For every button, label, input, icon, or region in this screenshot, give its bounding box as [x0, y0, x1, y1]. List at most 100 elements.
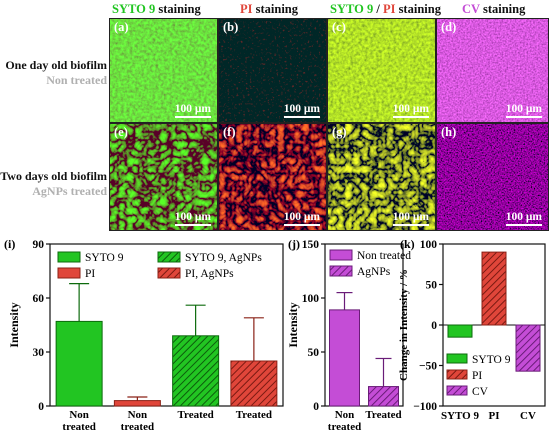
scale-bar-b: 100 μm [283, 103, 320, 118]
chart-i-bar-2 [172, 335, 220, 407]
panel-label-b: (b) [223, 20, 239, 34]
chart-i-xlabel-1-1: treated [121, 421, 154, 432]
chart-k-ytick-label-1: −50 [419, 361, 437, 373]
chart-k-xlabel-2: CV [520, 410, 536, 422]
chart-k-ytick-label-0: −100 [413, 401, 437, 413]
chart-i-xlabel-2-0: Treated [178, 409, 214, 421]
micrograph-a: (a) 100 μm [109, 18, 218, 123]
header-merge-sep: / [373, 2, 383, 16]
scale-bar-d: 100 μm [505, 103, 542, 118]
micrograph-d-image [437, 19, 548, 122]
chart-i-ytick-label-1: 30 [33, 347, 45, 359]
chart-k-bar-1 [481, 251, 507, 326]
header-cv-suffix: staining [479, 2, 526, 16]
scale-bar-c-label: 100 μm [392, 103, 429, 115]
chart-j-ylabel: Intensity [286, 302, 300, 347]
chart-i-ytick-label-3: 90 [33, 239, 45, 251]
scale-bar-f: 100 μm [283, 211, 320, 226]
chart-i-ytick-label-2: 60 [33, 293, 45, 305]
row1-subtitle: Non treated [46, 73, 107, 87]
chart-k-xlabel-0: SYTO 9 [441, 410, 480, 422]
row1-title: One day old biofilm [5, 58, 107, 72]
chart-k-legend-swatch-1 [446, 369, 468, 380]
chart-j-legend-swatch-1 [329, 265, 353, 277]
chart-i-legend-label-0: SYTO 9 [85, 252, 124, 264]
panel-label-c: (c) [332, 20, 346, 34]
header-syto9: SYTO 9 staining [112, 2, 201, 17]
panel-label-g: (g) [332, 125, 347, 139]
chart-i-xlabel-1-0: Non [128, 409, 148, 421]
chart-k-ytick-label-4: 100 [420, 239, 438, 251]
micrograph-e-image [110, 124, 217, 230]
chart-j-ytick-label-1: 50 [308, 347, 320, 359]
chart-k-legend-swatch-0 [446, 353, 468, 364]
chart-j-ytick-label-3: 150 [302, 239, 320, 251]
chart-i-panel-label: (i) [4, 237, 15, 251]
chart-i-xlabel-0-1: treated [62, 421, 95, 432]
chart-j-xlabel-1-0: Treated [365, 409, 401, 421]
chart-k: −100 −50 0 50 100 (k) Change in Intensity / % S… [398, 237, 546, 422]
chart-j-frame [324, 243, 404, 407]
scale-bar-c: 100 μm [392, 103, 429, 118]
chart-i-legend-swatch-3 [157, 267, 181, 279]
chart-k-legend-label-1: PI [472, 370, 482, 382]
row2-subtitle: AgNPs treated [32, 184, 107, 198]
chart-j-legend-label-1: AgNPs [357, 266, 391, 278]
chart-j-xlabel-0-1: treated [328, 421, 361, 432]
chart-j-bar-0 [329, 309, 360, 407]
micrograph-b-image [219, 19, 326, 122]
header-syto9-pi: SYTO 9 / PI staining [330, 2, 441, 17]
panel-label-e: (e) [114, 125, 128, 139]
chart-i-xlabel-3-0: Treated [236, 409, 272, 421]
chart-i-ytick-label-0: 0 [38, 401, 44, 413]
chart-i-bar-1 [113, 400, 161, 407]
chart-i-legend-swatch-2 [157, 251, 181, 263]
panel-label-d: (d) [441, 20, 457, 34]
header-pi: PI staining [240, 2, 298, 17]
chart-i-legend-swatch-1 [57, 267, 81, 279]
charts-area: 0306090(i)IntensityNontreatedNontreatedT… [4, 237, 546, 432]
header-syto9-dye: SYTO 9 [112, 2, 156, 16]
micrograph-h-image [437, 124, 548, 230]
scale-bar-e-label: 100 μm [174, 211, 211, 223]
header-syto9-suffix: staining [155, 2, 201, 16]
chart-i-legend-swatch-0 [57, 251, 81, 263]
header-pi-dye: PI [240, 2, 253, 16]
micrograph-c: (c) 100 μm [327, 18, 436, 123]
chart-i-legend-label-1: PI [85, 268, 95, 280]
scale-bar-h-label: 100 μm [505, 211, 542, 223]
micrograph-h: (h) 100 μm [436, 123, 549, 231]
micrograph-g: (g) 100 μm [327, 123, 436, 231]
micrograph-c-image [328, 19, 435, 122]
chart-i-xlabel-0-0: Non [69, 409, 89, 421]
micrograph-f-image [219, 124, 326, 230]
scale-bar-d-label: 100 μm [505, 103, 542, 115]
header-merge-suffix: staining [395, 2, 441, 16]
chart-i: 0306090(i)IntensityNontreatedNontreatedT… [4, 237, 284, 432]
header-merge-dye2: PI [382, 2, 396, 16]
scale-bar-f-label: 100 μm [283, 211, 320, 223]
chart-k-ytick-label-3: 50 [426, 280, 438, 292]
chart-k-panel-label: (k) [400, 237, 415, 251]
micrograph-f: (f) 100 μm [218, 123, 327, 231]
micrograph-g-image [328, 124, 435, 230]
header-pi-suffix: staining [252, 2, 299, 16]
chart-j-ytick-label-2: 100 [302, 293, 320, 305]
scale-bar-a: 100 μm [174, 103, 211, 118]
scale-bar-h: 100 μm [505, 211, 542, 226]
chart-j-legend-swatch-0 [329, 249, 353, 261]
chart-i-bar-0 [55, 320, 103, 407]
chart-j-xlabel-0-0: Non [335, 409, 355, 421]
chart-i-legend-label-2: SYTO 9, AgNPs [185, 252, 262, 264]
chart-k-xlabel-1: PI [489, 410, 500, 422]
scale-bar-b-label: 100 μm [283, 103, 320, 115]
micrograph-d: (d) 100 μm [436, 18, 549, 123]
chart-k-ylabel: Change in Intensity / % [398, 269, 410, 381]
header-cv: CV staining [462, 2, 525, 17]
header-merge-dye1: SYTO 9 [330, 2, 374, 16]
chart-i-legend-label-3: PI, AgNPs [185, 268, 234, 280]
row2-title: Two days old biofilm [0, 169, 107, 183]
chart-j-panel-label: (j) [288, 237, 300, 251]
scale-bar-g: 100 μm [392, 211, 429, 226]
